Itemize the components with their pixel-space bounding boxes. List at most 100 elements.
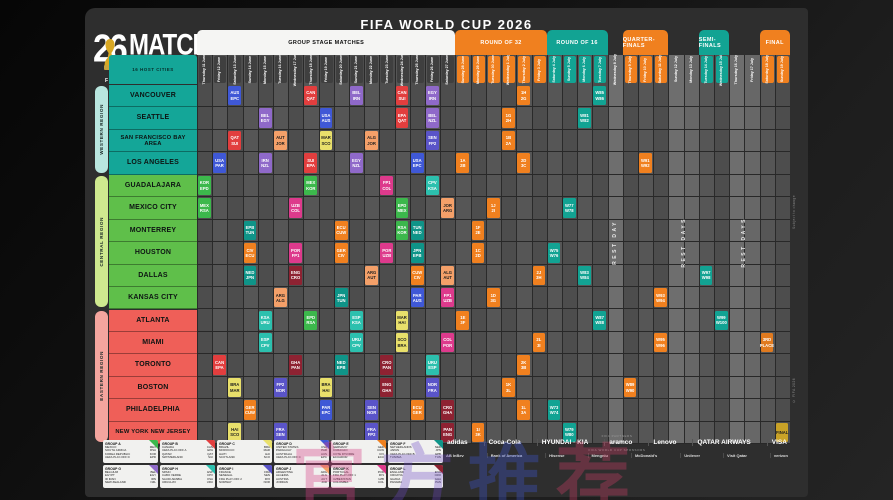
match-team-1: UZB <box>291 202 300 208</box>
rest-day-label: REST DAYS <box>668 130 698 355</box>
group-team-row: HAITI HAI <box>219 452 270 457</box>
match-cell: 2L 3I <box>532 332 546 353</box>
match-team-2: W78 <box>564 207 574 213</box>
match-cell: GHA PAN <box>289 355 302 375</box>
match-team-2: FP2 <box>428 140 437 146</box>
match-team-1: FP1 <box>382 180 391 186</box>
match-team-1: ECU <box>412 404 422 410</box>
group-team-row: SOUTH AFRICA RSA <box>105 448 156 453</box>
group-team-row: UZBEKISTAN UZB <box>333 477 384 482</box>
match-cell: W83 W84 <box>578 265 591 286</box>
grid-row-line <box>197 152 790 175</box>
match-team-2: CPV <box>352 342 361 348</box>
match-team-1: W77 <box>564 202 574 208</box>
match-team-2: W74 <box>549 410 559 416</box>
team-name: SAUDI ARABIA <box>162 476 183 481</box>
region-label: EASTERN REGION <box>95 310 108 443</box>
team-name: GERMANY <box>333 444 348 449</box>
date-chip: Friday 19 June <box>320 56 333 83</box>
match-cell: COL POR <box>441 332 454 353</box>
team-name: ARGENTINA <box>276 469 293 474</box>
group-team-row: CABO VERDE CPV <box>162 473 213 478</box>
match-cell: SEN FP2 <box>426 130 439 151</box>
match-team-2: 3G <box>490 297 497 303</box>
match-team-2: KOR <box>397 230 407 236</box>
match-team-2: MAR <box>229 387 240 393</box>
match-team-2: W80 <box>564 432 574 438</box>
grid-row-line <box>197 377 790 400</box>
team-code: SCO <box>263 455 270 460</box>
sponsor-logo: Coca-Cola <box>483 439 525 446</box>
match-team-1: CIV <box>246 247 254 253</box>
match-cell: CIV ECU <box>243 243 257 263</box>
team-name: FIFA PLAY-OFF 1 <box>333 473 356 478</box>
match-team-1: CRO <box>382 359 392 365</box>
match-team-2: EPB <box>336 365 346 371</box>
sponsor-logo-small: Hisense <box>545 453 567 458</box>
match-team-1: MAR <box>321 135 331 141</box>
group-team-row: GHANA GHA <box>390 477 441 482</box>
group-name: GROUP K <box>333 466 349 471</box>
grid-row-line <box>197 175 790 198</box>
match-team-1: PAR <box>321 404 331 410</box>
sponsor-bar: FIFA PARTNERS adidas Coca-Cola HYUNDAI · K… <box>443 432 791 458</box>
match-team-1: W97 <box>701 270 711 276</box>
grid-row-line <box>197 332 790 355</box>
group-name: GROUP D <box>276 441 292 446</box>
match-team-2: 2E <box>475 230 481 236</box>
match-team-2: PAN <box>382 365 392 371</box>
match-cell: 1L 3A <box>517 400 530 420</box>
date-label: Monday 29 June <box>475 55 480 84</box>
date-label: Saturday 27 June <box>445 54 450 85</box>
match-team-2: SUI <box>231 140 239 146</box>
match-cell: URU CPV <box>350 332 363 353</box>
match-cell: USA EPC <box>410 153 424 173</box>
group-team-row: COTE D'IVOIRE CIV <box>333 452 384 457</box>
rest-day-label-text: REST DAYS <box>680 216 687 268</box>
sponsor-logo-small: Unilever <box>680 453 703 458</box>
match-team-2: UZB <box>443 297 452 303</box>
team-name: COLOMBIA <box>333 480 349 485</box>
match-cell: W81 W82 <box>578 108 591 128</box>
match-cell: JOR ARG <box>441 198 454 218</box>
team-name: UNITED STATES <box>276 444 299 449</box>
match-cell: 1G 2H <box>502 108 515 128</box>
match-cell: GER CUW <box>243 400 257 420</box>
team-code: PAR <box>321 448 327 453</box>
date-chip: Saturday 27 June <box>442 54 455 85</box>
team-code: AUT <box>321 476 327 481</box>
team-name: ALGERIA <box>276 473 289 478</box>
group-color-corner <box>434 440 443 449</box>
match-team-2: NZL <box>352 163 361 169</box>
date-label: Wednesday 8 July <box>612 53 617 86</box>
team-name: AUSTRALIA <box>276 451 293 456</box>
match-team-1: W79 <box>564 427 574 433</box>
team-name: NORWAY <box>219 480 232 485</box>
date-label: Sunday 12 July <box>673 56 678 83</box>
match-cell: QAT SUI <box>228 130 242 151</box>
match-cell: AUT JOR <box>274 130 287 151</box>
match-team-1: ESP <box>260 337 270 343</box>
team-name: UEFA PLAY-OFF D <box>105 455 130 460</box>
team-code: FP1 <box>378 473 384 478</box>
match-cell: URU ESP <box>426 355 439 375</box>
match-team-1: CAN <box>397 90 407 96</box>
team-name: KOREA REPUBLIC <box>105 451 131 456</box>
city-cell: LOS ANGELES <box>109 152 197 175</box>
match-cell: 1H 2G <box>517 86 530 106</box>
match-team-1: CRO <box>442 404 453 410</box>
match-cell: NED EPB <box>334 355 348 375</box>
wc-sponsors-label: FIFA WORLD CUP SPONSORS <box>588 448 646 452</box>
match-team-1: W89 <box>625 382 635 388</box>
date-chip: Tuesday 30 June <box>487 55 500 84</box>
match-cell: CRO GHA <box>441 400 454 420</box>
match-cell: 1E 3F <box>456 310 470 330</box>
match-team-2: GHA <box>442 410 453 416</box>
group-team-row: JORDAN JOR <box>276 481 327 485</box>
team-code: JOR <box>321 480 327 485</box>
group-color-corner <box>149 465 158 474</box>
match-cell: EPD MEX <box>395 198 409 218</box>
match-team-2: ALG <box>275 297 285 303</box>
match-cell: 1C 2D <box>471 243 485 263</box>
group-color-corner <box>377 440 386 449</box>
